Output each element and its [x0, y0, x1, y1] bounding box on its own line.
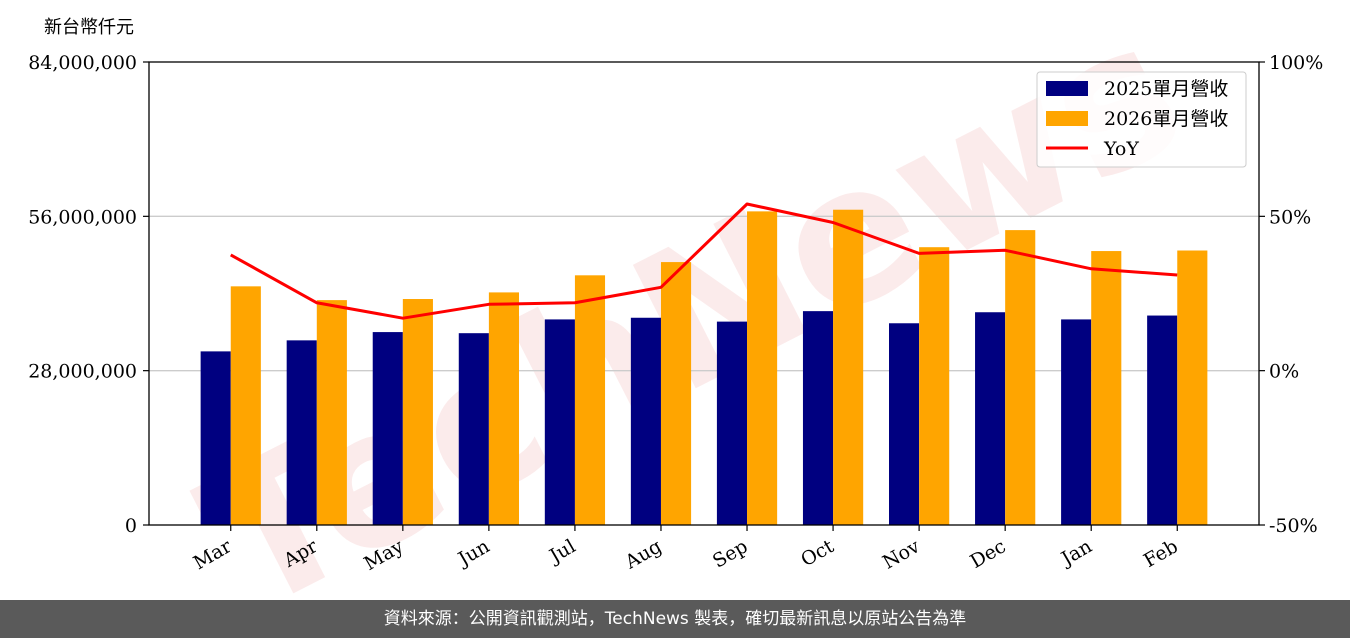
bar-2026-nov — [919, 247, 950, 525]
legend-box — [1036, 71, 1247, 168]
x-tick-label: Jul — [544, 535, 579, 568]
yoy-line — [230, 202, 1178, 320]
y-axis-unit-label: 新台幣仟元 — [44, 17, 134, 38]
bar-2025-may — [372, 332, 403, 525]
bar-2025-jun — [458, 333, 489, 525]
bar-2025-aug — [630, 317, 661, 525]
bar-2025-mar — [200, 351, 231, 525]
source-footer: 資料來源：公開資訊觀測站，TechNews 製表，確切最新訊息以原站公告為準 — [0, 600, 1350, 638]
bar-2026-jul — [574, 275, 606, 525]
bar-2026-sep — [747, 211, 778, 525]
y-right-tick-label: 0% — [1269, 361, 1299, 383]
x-tick-label: Aug — [621, 535, 666, 574]
plot-frame — [148, 61, 1260, 526]
bar-2025-dec — [975, 312, 1006, 525]
y-right-tick-label: 50% — [1269, 206, 1311, 228]
x-tick-label: Sep — [709, 535, 752, 572]
bar-2025-oct — [802, 311, 834, 525]
y-right-tick-label: 100% — [1269, 52, 1323, 74]
y-left-tick-label: 28,000,000 — [28, 361, 137, 383]
bar-2025-feb — [1147, 315, 1178, 525]
bar-2026-may — [402, 299, 433, 525]
yoy-line-group — [230, 202, 1178, 320]
x-tick-label: Oct — [797, 535, 838, 571]
legend: 2025單月營收 2026單月營收 YoY — [1036, 71, 1247, 168]
bar-2025-jul — [544, 319, 575, 525]
bar-2026-aug — [660, 262, 692, 525]
bar-2026-jun — [488, 292, 519, 525]
x-tick-label: Feb — [1140, 535, 1182, 572]
legend-label: 2026單月營收 — [1104, 108, 1228, 130]
bar-2025-jan — [1061, 319, 1092, 525]
bars-group — [200, 209, 1208, 525]
bar-2026-feb — [1177, 250, 1208, 525]
bar-2025-sep — [716, 321, 748, 525]
y-left-tick-label: 56,000,000 — [28, 206, 137, 228]
legend-label: 2025單月營收 — [1104, 78, 1228, 100]
revenue-chart: TechNews 028,000,00056,000,00084,000,000… — [28, 0, 1323, 600]
bar-2025-nov — [889, 323, 920, 525]
legend-label: YoY — [1103, 138, 1139, 160]
legend-swatch — [1046, 81, 1088, 96]
y-left-tick-label: 0 — [125, 515, 137, 537]
bar-2026-oct — [833, 209, 864, 525]
bar-2025-apr — [286, 340, 317, 525]
bar-2026-mar — [230, 286, 261, 525]
legend-swatch — [1046, 111, 1088, 126]
bar-2026-dec — [1005, 230, 1036, 525]
y-left-tick-label: 84,000,000 — [28, 52, 137, 74]
axes-group — [143, 61, 1265, 531]
y-right-tick-label: -50% — [1269, 515, 1318, 537]
bar-2026-jan — [1091, 251, 1122, 525]
x-tick-label: Jan — [1056, 535, 1096, 571]
x-tick-label: Dec — [967, 535, 1010, 573]
bar-2026-apr — [316, 300, 347, 525]
x-tick-label: Nov — [879, 535, 924, 574]
